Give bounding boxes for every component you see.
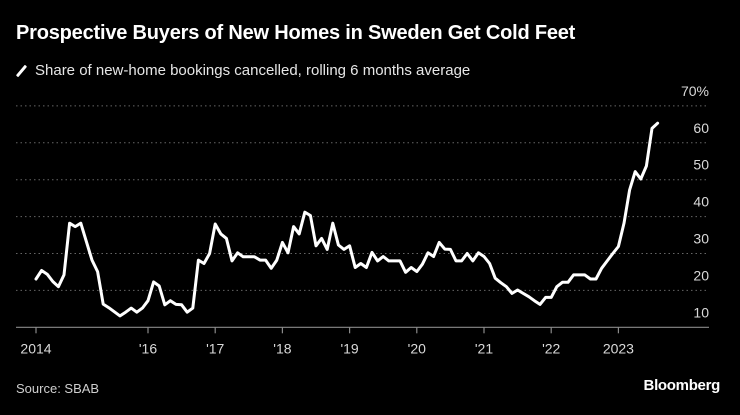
x-tick-label: '16 xyxy=(139,340,157,356)
x-tick-label: '17 xyxy=(206,340,224,356)
legend-label: Share of new-home bookings cancelled, ro… xyxy=(35,62,471,79)
x-tick-label: '22 xyxy=(542,340,560,356)
y-tick-label: 70% xyxy=(681,83,709,99)
series-line-cancellation-share xyxy=(34,121,660,318)
y-tick-label: 30 xyxy=(693,231,709,247)
y-tick-label: 40 xyxy=(693,194,709,210)
x-tick-label: '19 xyxy=(340,340,358,356)
x-tick-label: 2023 xyxy=(603,340,634,356)
legend: Share of new-home bookings cancelled, ro… xyxy=(15,62,471,79)
bloomberg-logo: Bloomberg xyxy=(643,377,721,394)
source-note: Source: SBAB xyxy=(16,381,100,396)
x-tick-label: '20 xyxy=(408,340,426,356)
y-tick-label: 50 xyxy=(693,157,709,173)
chart-title: Prospective Buyers of New Homes in Swede… xyxy=(16,22,576,44)
y-tick-label: 10 xyxy=(693,304,709,320)
y-tick-label: 60 xyxy=(693,120,709,136)
x-tick-label: '21 xyxy=(475,340,493,356)
x-tick-label: '18 xyxy=(273,340,291,356)
x-tick-label: 2014 xyxy=(20,340,51,356)
y-tick-label: 20 xyxy=(693,267,709,283)
